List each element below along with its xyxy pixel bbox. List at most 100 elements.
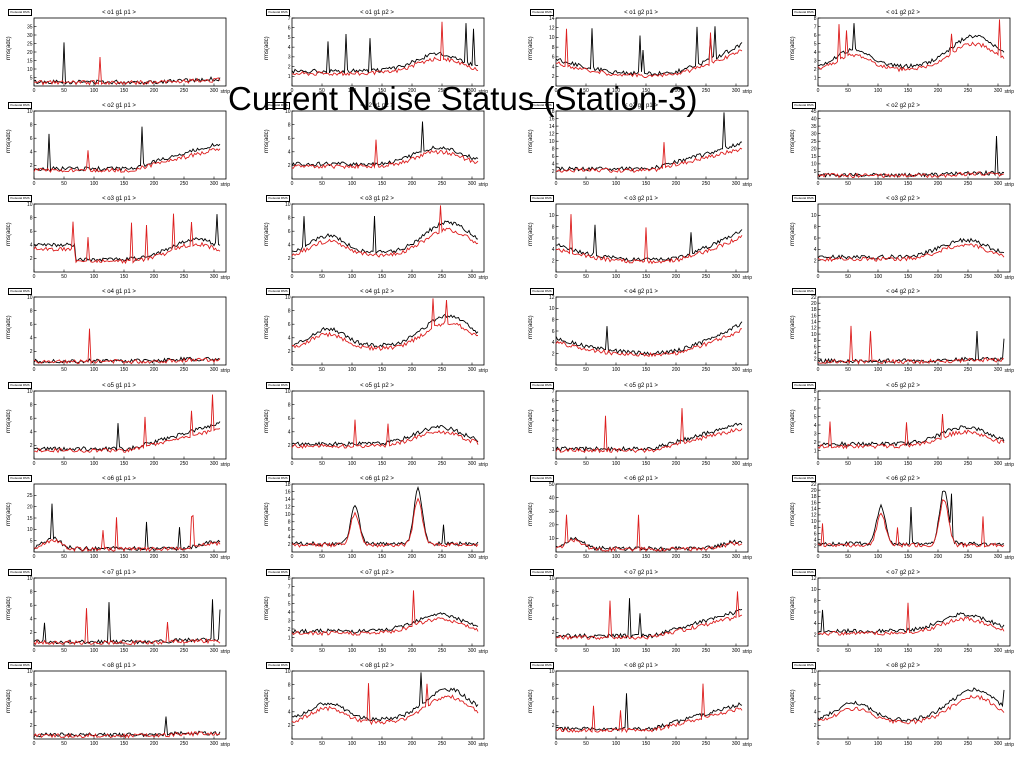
x-tick-label: 200 — [934, 367, 943, 371]
x-tick-label: 100 — [612, 274, 621, 278]
x-tick-label: 100 — [90, 648, 99, 652]
x-tick-label: 250 — [702, 648, 711, 652]
x-tick-label: 50 — [583, 461, 589, 465]
plot-title: < o8 g1 p2 > — [360, 663, 394, 669]
x-tick-label: 0 — [555, 648, 558, 652]
x-tick-label: 100 — [874, 367, 883, 371]
x-tick-label: 250 — [438, 741, 447, 745]
x-tick-label: 50 — [583, 367, 589, 371]
plot-frame — [555, 390, 749, 460]
x-tick-label: 150 — [904, 181, 913, 185]
y-tick-label: 5 — [288, 35, 291, 41]
y-tick-label: 2 — [30, 163, 33, 169]
y-tick-label: 6 — [552, 154, 555, 160]
x-tick-label: 200 — [408, 181, 417, 185]
y-tick-label: 10 — [285, 389, 291, 395]
y-tick-label: 2 — [288, 723, 291, 729]
y-axis-label: rms(adc) — [6, 689, 12, 713]
x-tick-label: 200 — [672, 554, 681, 558]
x-tick-label: 200 — [408, 88, 417, 92]
y-tick-label: 7 — [288, 16, 291, 22]
x-tick-label: 100 — [874, 554, 883, 558]
plot-title: < o5 g1 p2 > — [360, 383, 394, 389]
plot-title: < o3 g2 p2 > — [886, 196, 920, 202]
plot-frame — [817, 17, 1011, 87]
y-axis-label: rms(adc) — [790, 596, 796, 620]
y-tick-label: 8 — [288, 576, 291, 582]
y-tick-label: 1 — [288, 74, 291, 80]
y-tick-label: 2 — [288, 542, 291, 548]
x-tick-label: 50 — [583, 274, 589, 278]
x-axis-label: strip — [742, 649, 752, 655]
noise-plot: 0 50 100 150 200 250 300 5 10 15 20 25 30 35 < o1 g1 p… — [6, 8, 230, 95]
y-tick-label: 4 — [552, 710, 555, 716]
y-tick-label: 8 — [30, 402, 33, 408]
x-tick-label: 250 — [702, 461, 711, 465]
y-tick-label: 4 — [288, 710, 291, 716]
x-tick-label: 100 — [874, 741, 883, 745]
plot-canvas: 0 50 100 150 200 250 300 1 2 3 4 5 6 7 — [552, 389, 749, 465]
hist-stat-box: Pedestal RMS — [792, 195, 816, 202]
x-tick-label: 250 — [438, 461, 447, 465]
plot-canvas: 0 50 100 150 200 250 300 2 4 6 8 10 — [285, 202, 485, 278]
y-tick-label: 5 — [814, 414, 817, 420]
x-tick-label: 250 — [964, 648, 973, 652]
x-axis-label: strip — [220, 649, 230, 655]
y-tick-label: 10 — [285, 669, 291, 675]
x-tick-label: 150 — [904, 554, 913, 558]
x-tick-label: 200 — [934, 554, 943, 558]
x-tick-label: 200 — [408, 554, 417, 558]
x-axis-label: strip — [478, 89, 488, 95]
x-tick-label: 200 — [408, 648, 417, 652]
hist-stat-box: Pedestal RMS — [8, 288, 32, 295]
x-tick-label: 100 — [348, 274, 357, 278]
y-tick-label: 4 — [552, 617, 555, 623]
y-tick-label: 15 — [811, 154, 817, 160]
x-tick-label: 200 — [672, 274, 681, 278]
plot-title: < o8 g2 p2 > — [886, 663, 920, 669]
x-tick-label: 250 — [438, 88, 447, 92]
x-axis-label: strip — [742, 368, 752, 374]
x-tick-label: 50 — [845, 741, 851, 745]
y-tick-label: 8 — [814, 224, 817, 230]
y-tick-label: 5 — [552, 408, 555, 414]
x-axis-label: strip — [478, 182, 488, 188]
y-tick-label: 4 — [814, 621, 817, 627]
y-axis-label: rms(adc) — [6, 409, 12, 433]
y-tick-label: 3 — [814, 431, 817, 437]
x-axis-label: strip — [478, 275, 488, 281]
hist-stat-box: Pedestal RMS — [792, 288, 816, 295]
x-axis-label: strip — [220, 182, 230, 188]
y-tick-label: 12 — [811, 576, 817, 582]
y-tick-label: 2 — [814, 723, 817, 729]
plot-frame — [291, 110, 485, 180]
y-axis-label: rms(adc) — [528, 36, 534, 60]
y-tick-label: 4 — [288, 610, 291, 616]
x-axis-label: strip — [478, 368, 488, 374]
y-tick-label: 4 — [552, 340, 555, 346]
x-tick-label: 100 — [612, 367, 621, 371]
plot-title: < o5 g2 p2 > — [886, 383, 920, 389]
plot-frame — [33, 390, 227, 460]
series-black-line — [291, 121, 479, 167]
x-tick-label: 150 — [904, 274, 913, 278]
y-tick-label: 14 — [549, 16, 555, 22]
plot-frame — [33, 110, 227, 180]
y-tick-label: 2 — [814, 67, 817, 73]
series-red-line — [817, 171, 1005, 179]
noise-plot: 0 50 100 150 200 250 300 2 4 6 8 10 < o7 g1 p1 > Pede… — [6, 568, 230, 655]
series-red-line — [33, 328, 221, 365]
x-tick-label: 300 — [210, 274, 219, 278]
x-tick-label: 50 — [319, 648, 325, 652]
x-tick-label: 50 — [583, 88, 589, 92]
hist-stat-box: Pedestal RMS — [8, 475, 32, 482]
y-tick-label: 10 — [549, 576, 555, 582]
plot-title: < o3 g1 p1 > — [102, 196, 136, 202]
y-tick-label: 20 — [811, 301, 817, 307]
x-tick-label: 200 — [672, 648, 681, 652]
x-tick-label: 0 — [555, 367, 558, 371]
y-tick-label: 2 — [288, 627, 291, 633]
series-red-line — [291, 590, 479, 637]
series-red-line — [817, 694, 1005, 725]
